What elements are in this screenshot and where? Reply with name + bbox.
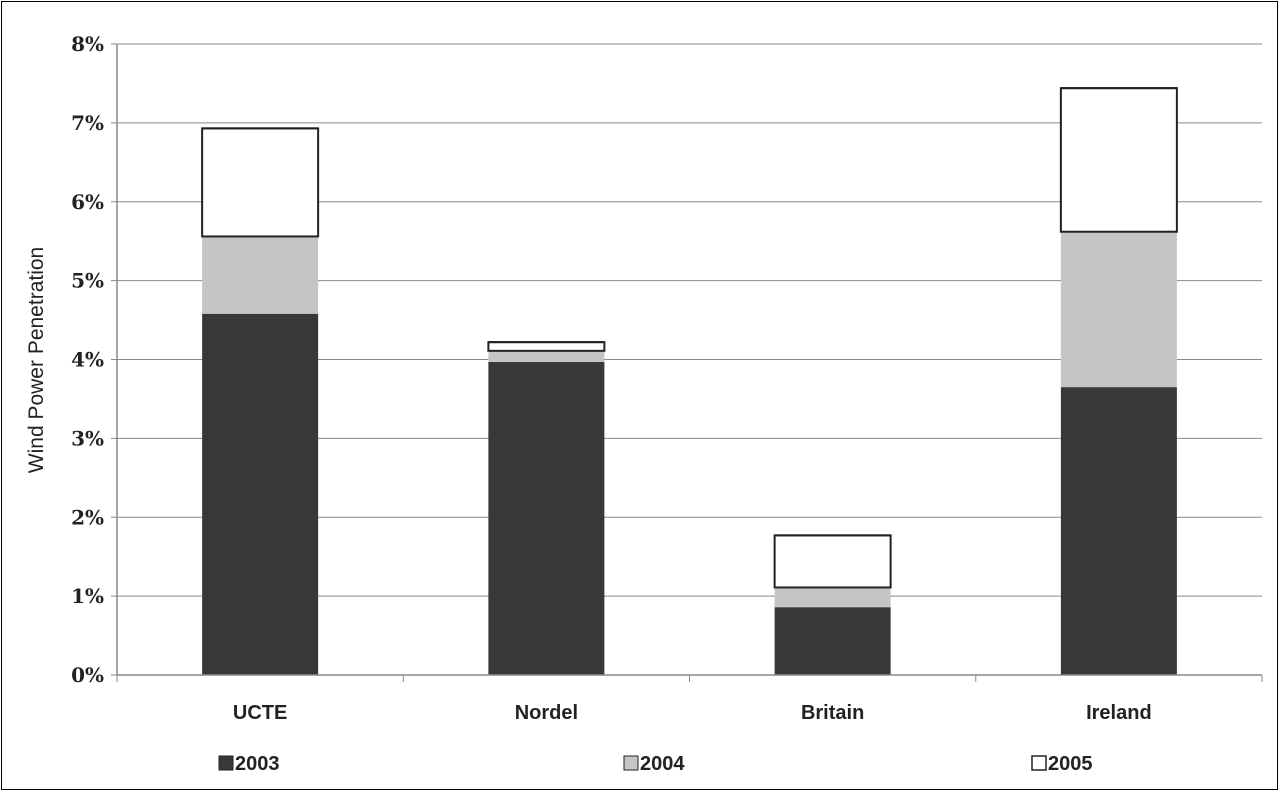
y-tick-label: 0% (71, 663, 104, 687)
y-tick-label: 1% (71, 584, 104, 608)
y-tick-label: 8% (71, 32, 104, 56)
bars (201, 87, 1178, 675)
bar-segment-2005 (201, 127, 320, 238)
y-tick-label: 6% (71, 190, 104, 214)
x-tick-label: UCTE (233, 702, 287, 724)
bar-segment-2003 (774, 607, 891, 675)
y-tick-label: 4% (71, 348, 104, 372)
legend-label: 2004 (640, 753, 685, 775)
bar-segment-2004 (202, 236, 319, 314)
axes (111, 43, 1263, 682)
legend-label: 2005 (1048, 753, 1093, 775)
y-axis-label: Wind Power Penetration (25, 247, 48, 473)
bar-segment-2004 (774, 587, 891, 608)
x-tick-label: Nordel (515, 702, 578, 724)
y-tick-label: 3% (71, 426, 104, 450)
legend: 2003 2004 2005 (218, 753, 1093, 775)
x-tick-label: Ireland (1086, 702, 1152, 724)
bar-segment-2005 (1059, 87, 1178, 233)
bar-segment-2003 (202, 313, 319, 675)
y-tick-label: 7% (71, 111, 104, 135)
bar-segment-2005 (773, 534, 892, 589)
y-tick-label: 2% (71, 505, 104, 529)
legend-label: 2003 (235, 753, 280, 775)
bar-segment-2004 (1060, 231, 1177, 388)
legend-swatch-2005 (1031, 755, 1047, 771)
x-tick-label: Britain (801, 702, 864, 724)
bar-segment-2004 (488, 350, 605, 362)
legend-swatch-2004 (623, 755, 639, 771)
bar-segment-2003 (488, 361, 605, 675)
bar-segment-2005 (487, 341, 606, 352)
y-tick-label: 5% (71, 269, 104, 293)
bar-segment-2003 (1060, 387, 1177, 675)
tick-labels: 0% 1% 2% 3% 4% 5% 6% 7% 8% UCTE Nordel Britain Irela… (71, 32, 1152, 724)
legend-swatch-2003 (218, 755, 234, 771)
